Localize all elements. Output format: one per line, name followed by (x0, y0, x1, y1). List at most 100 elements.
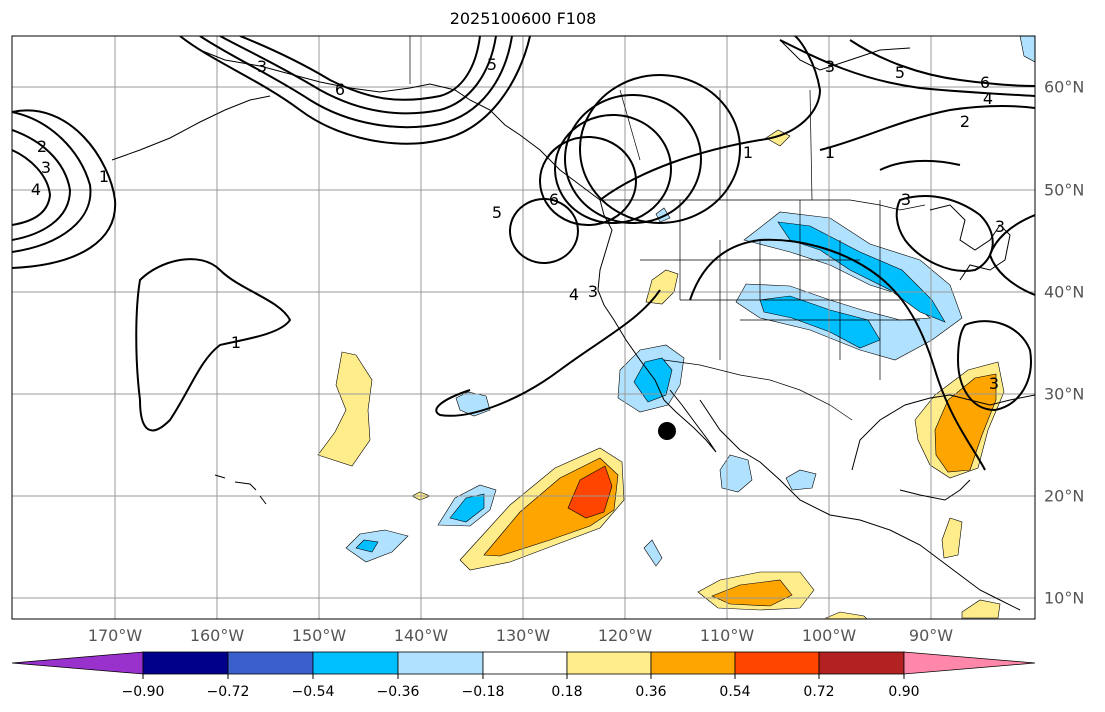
shade-blue-plains-south (759, 295, 881, 349)
colorbar-tick-label: 0.36 (635, 684, 667, 700)
colorbar-tick-label: −0.72 (206, 684, 250, 700)
shade-blue-baja (633, 357, 673, 403)
contour-labels: 3 5 6 2 3 4 1 5 6 4 3 1 3 5 6 4 2 1 3 3 … (31, 55, 1005, 393)
contour-west-edge-4 (12, 109, 117, 269)
contour-label: 2 (960, 112, 970, 131)
contour-gulf-of-alaska-3 (219, 36, 497, 115)
contour-label: 3 (825, 57, 835, 76)
contour-label: 3 (257, 57, 267, 76)
shade-yellow-central-america (941, 517, 963, 559)
lon-label: 110°W (699, 626, 755, 645)
contour-west-edge-3 (12, 149, 52, 226)
contour-ridge-2 (689, 238, 986, 471)
colorbar-swatch (397, 651, 484, 675)
alaska-coast (179, 36, 605, 216)
contour-east-trough-1 (819, 105, 1035, 151)
contour-label: 5 (895, 63, 905, 82)
colorbar-extend-low (11, 651, 144, 675)
contour-low-east-pacific-3 (554, 114, 672, 224)
shade-blue-pacific-2 (449, 493, 485, 523)
contour-gulf-of-alaska-1 (179, 36, 531, 145)
colorbar-tick-label: −0.36 (376, 684, 420, 700)
lat-label: 30°N (1044, 384, 1085, 404)
hawaii-2 (234, 481, 257, 491)
contour-central-pacific (135, 258, 292, 432)
lat-label: 60°N (1044, 77, 1085, 97)
shade-red-subtropics (567, 465, 613, 519)
contour-loop-baja (435, 289, 661, 417)
baja-california (663, 389, 717, 453)
contour-label: 4 (569, 285, 579, 304)
contour-label: 5 (492, 203, 502, 222)
lat-label: 40°N (1044, 282, 1085, 302)
location-marker (658, 422, 676, 440)
great-lakes (929, 204, 1011, 281)
hudson-region (779, 39, 911, 71)
contour-label: 3 (995, 217, 1005, 236)
contour-west-edge-1 (12, 111, 92, 253)
contour-canada-edge (879, 159, 961, 171)
lon-label: 170°W (87, 626, 143, 645)
contour-low-east-pacific-1 (509, 198, 579, 264)
contour-label: 4 (31, 180, 41, 199)
contours (12, 36, 1035, 471)
shade-orange-gulf (934, 373, 997, 473)
colorbar-tick-label: 0.54 (719, 684, 751, 700)
contour-label: 1 (99, 167, 109, 186)
contour-gulf-of-alaska-2 (199, 36, 513, 129)
contour-west-edge-2 (12, 129, 72, 241)
colorbar-swatch (142, 651, 229, 675)
contour-label: 2 (37, 137, 47, 156)
west-coast-na (597, 214, 665, 401)
lat-label: 10°N (1044, 588, 1085, 608)
gulf-coast (851, 394, 1035, 471)
colorbar-swatch (482, 651, 568, 675)
shade-yellow-small-2 (825, 611, 868, 619)
borders (409, 36, 926, 421)
map-plot-area: 3 5 6 2 3 4 1 5 6 4 3 1 3 5 6 4 2 1 3 3 … (12, 36, 1035, 619)
shaded-field (317, 36, 1035, 619)
shade-lightblue-small-pacific (643, 539, 663, 567)
lon-label: 140°W (393, 626, 449, 645)
shade-orange-east-pacific (711, 579, 793, 607)
lat-label: 20°N (1044, 486, 1085, 506)
coastlines (111, 36, 1035, 611)
shade-lightblue-corner (1019, 36, 1035, 63)
shade-yellow-central-pacific (317, 351, 373, 467)
colorbar-extend-high (903, 651, 1036, 675)
map-frame (11, 35, 1036, 620)
contour-label: 6 (980, 73, 990, 92)
shade-yellow-far-east (961, 599, 1001, 619)
lon-label: 150°W (291, 626, 347, 645)
colorbar-tick-label: 0.90 (888, 684, 920, 700)
lon-label: 120°W (597, 626, 653, 645)
contour-east-trough-2 (779, 39, 1035, 97)
colorbar-tick-label: −0.90 (121, 684, 165, 700)
contour-label: 3 (588, 282, 598, 301)
contour-ridge-1 (599, 36, 822, 201)
colorbar-swatch (227, 651, 314, 675)
colorbar-tick-label: −0.54 (291, 684, 335, 700)
lon-label: 130°W (495, 626, 551, 645)
lon-label: 90°W (908, 626, 954, 645)
aleutians (111, 95, 271, 161)
contour-label: 1 (825, 143, 835, 162)
contour-east-edge (988, 214, 1035, 296)
colorbar-swatch (312, 651, 399, 675)
contour-se-low (956, 320, 1032, 412)
hawaii-1 (214, 474, 226, 479)
shade-lightblue-mexico (719, 454, 753, 493)
state-lines-2 (640, 259, 920, 321)
us-mexico-border (663, 359, 853, 421)
hawaii-3 (259, 495, 267, 505)
yucatan (899, 479, 971, 501)
contour-low-east-pacific-5 (579, 74, 741, 224)
contour-label: 3 (901, 190, 911, 209)
contour-label: 3 (41, 158, 51, 177)
mexico-west-coast (699, 399, 1021, 611)
contour-label: 1 (231, 333, 241, 352)
contour-label: 5 (487, 55, 497, 74)
contour-gulf-of-alaska-4 (239, 36, 481, 101)
contour-label: 1 (743, 143, 753, 162)
